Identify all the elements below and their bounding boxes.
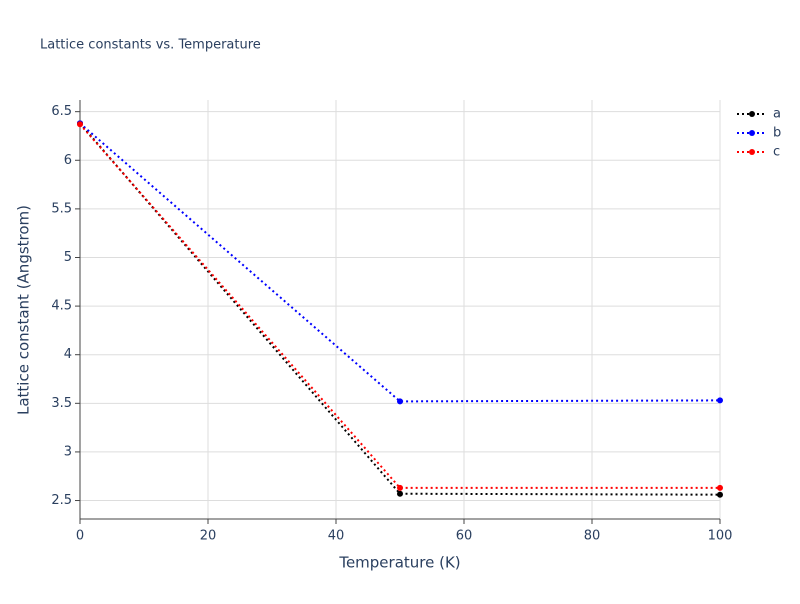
y-tick-label: 5.5 — [51, 201, 72, 216]
x-tick-label: 100 — [708, 529, 733, 544]
series-line — [79, 122, 721, 403]
x-axis-title: Temperature (K) — [338, 554, 460, 572]
y-tick-label: 4 — [64, 347, 72, 362]
y-tick-label: 4.5 — [51, 299, 72, 314]
legend-marker — [749, 111, 755, 117]
point — [717, 491, 723, 498]
chart-title: Lattice constants vs. Temperature — [40, 38, 261, 53]
x-tick-label: 40 — [328, 529, 345, 544]
x-tick-label: 20 — [200, 529, 217, 544]
series-line — [79, 122, 721, 496]
y-tick-label: 6.5 — [51, 104, 72, 119]
y-tick-label: 2.5 — [51, 493, 72, 508]
y-tick-label: 5 — [64, 250, 72, 265]
legend-label: b — [773, 126, 781, 141]
legend-marker — [749, 149, 755, 155]
point — [717, 484, 723, 491]
point — [397, 484, 403, 491]
point — [397, 490, 403, 497]
y-tick-label: 6 — [64, 153, 72, 168]
x-tick-label: 80 — [584, 529, 601, 544]
y-axis-title: Lattice constant (Angstrom) — [15, 205, 33, 415]
point — [717, 397, 723, 404]
y-tick-label: 3 — [64, 444, 72, 459]
point — [397, 398, 403, 405]
legend-label: c — [773, 145, 780, 160]
x-tick-label: 60 — [456, 529, 473, 544]
y-tick-label: 3.5 — [51, 396, 72, 411]
point — [77, 121, 83, 128]
x-tick-label: 0 — [76, 529, 84, 544]
legend-label: a — [773, 107, 781, 122]
legend-marker — [749, 130, 755, 136]
series-line — [79, 123, 720, 489]
